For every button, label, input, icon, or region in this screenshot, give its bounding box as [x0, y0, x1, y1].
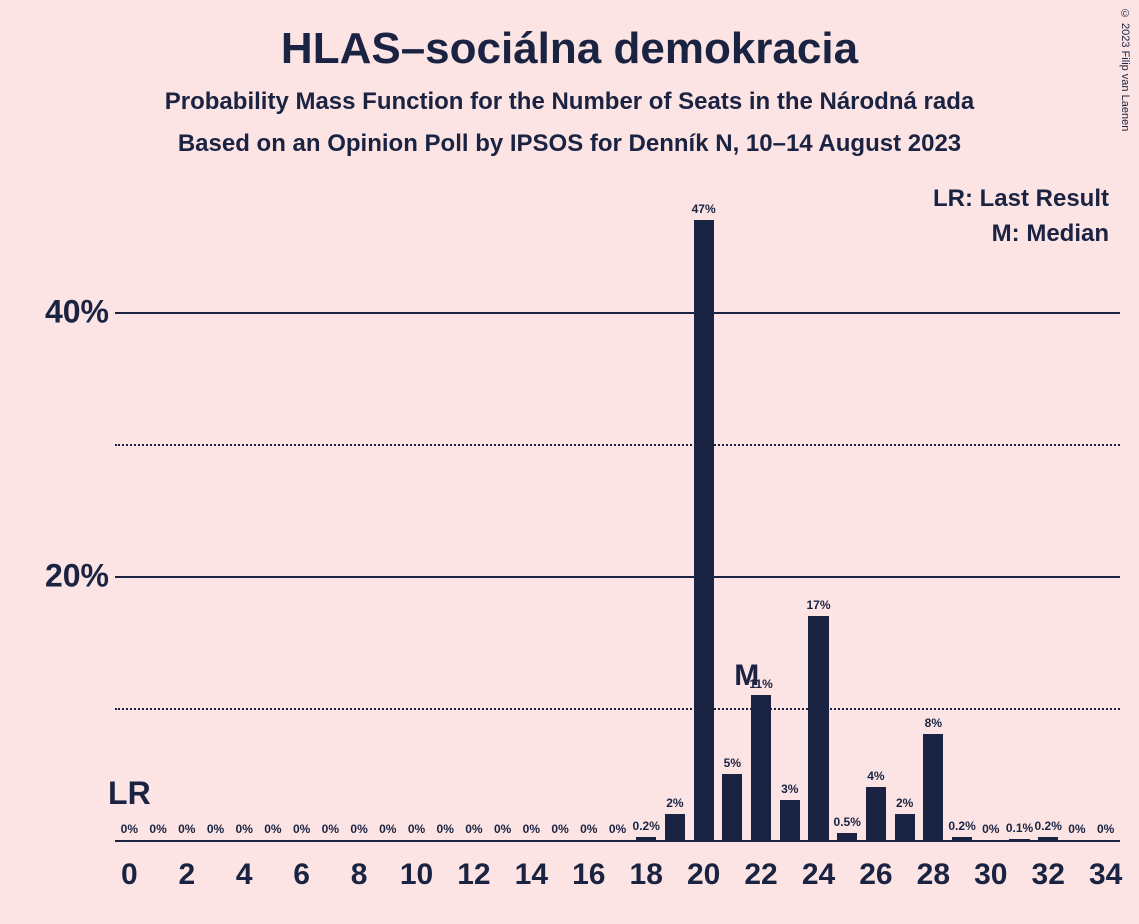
bar-value-label: 0.1% [1006, 821, 1033, 835]
bar [837, 833, 857, 840]
bar-value-label: 5% [724, 756, 741, 770]
x-axis-label: 4 [236, 858, 253, 892]
x-axis-label: 6 [293, 858, 310, 892]
gridline [115, 576, 1120, 578]
bar [866, 787, 886, 840]
x-axis-label: 18 [630, 858, 663, 892]
bar-value-label: 0% [465, 822, 482, 836]
y-axis-label: 20% [45, 558, 109, 595]
x-axis-label: 22 [744, 858, 777, 892]
bar-value-label: 0% [178, 822, 195, 836]
bar-value-label: 0.2% [948, 819, 975, 833]
bar [751, 695, 771, 840]
bar-value-label: 0% [350, 822, 367, 836]
chart-title: HLAS–sociálna demokracia [0, 0, 1139, 74]
x-axis-label: 32 [1032, 858, 1065, 892]
gridline [115, 708, 1120, 710]
bar [1009, 839, 1029, 840]
x-axis-label: 14 [515, 858, 548, 892]
copyright-text: © 2023 Filip van Laenen [1119, 8, 1131, 131]
x-axis-label: 2 [178, 858, 195, 892]
bar-value-label: 2% [666, 796, 683, 810]
bar-value-label: 0.2% [633, 819, 660, 833]
bar-value-label: 0% [609, 822, 626, 836]
bar-value-label: 0% [293, 822, 310, 836]
bar-value-label: 0% [121, 822, 138, 836]
x-axis-label: 30 [974, 858, 1007, 892]
bar [1038, 837, 1058, 840]
bar [952, 837, 972, 840]
bar [808, 616, 828, 840]
gridline [115, 312, 1120, 314]
x-axis-label: 20 [687, 858, 720, 892]
bar-value-label: 0% [1097, 822, 1114, 836]
bar-value-label: 0.2% [1035, 819, 1062, 833]
bar-value-label: 8% [925, 716, 942, 730]
x-axis-label: 12 [457, 858, 490, 892]
bar-value-label: 0% [264, 822, 281, 836]
x-axis-label: 24 [802, 858, 835, 892]
bar-value-label: 0% [236, 822, 253, 836]
chart-plot-area: 0% 0% 0% 0% 0% 0% 0% 0% 0% 0% 0% 0% 0% 0% 0% 0% 0% 0% 0.2%… [115, 180, 1120, 840]
bar-value-label: 17% [806, 598, 830, 612]
bar-value-label: 0% [523, 822, 540, 836]
bar-value-label: 0% [379, 822, 396, 836]
chart-subtitle-2: Based on an Opinion Poll by IPSOS for De… [0, 130, 1139, 158]
bar-value-label: 4% [867, 769, 884, 783]
chart-subtitle-1: Probability Mass Function for the Number… [0, 88, 1139, 116]
bar-value-label: 0% [1068, 822, 1085, 836]
bar-value-label: 0% [207, 822, 224, 836]
x-axis-label: 10 [400, 858, 433, 892]
bar-value-label: 0% [551, 822, 568, 836]
bar [923, 734, 943, 840]
gridline [115, 444, 1120, 446]
bar [780, 800, 800, 840]
bar-value-label: 2% [896, 796, 913, 810]
bar-value-label: 0% [149, 822, 166, 836]
bar [665, 814, 685, 840]
bar [694, 220, 714, 840]
bar [722, 774, 742, 840]
bar-value-label: 47% [692, 202, 716, 216]
bar-value-label: 0% [494, 822, 511, 836]
bar-value-label: 0% [982, 822, 999, 836]
x-axis-line [115, 840, 1120, 842]
bar-value-label: 0% [408, 822, 425, 836]
x-axis-label: 0 [121, 858, 138, 892]
bar [895, 814, 915, 840]
bar-value-label: 0% [322, 822, 339, 836]
y-axis-label: 40% [45, 294, 109, 331]
bar-value-label: 0% [580, 822, 597, 836]
marker-median: M [734, 659, 759, 693]
x-axis-label: 26 [859, 858, 892, 892]
bar [636, 837, 656, 840]
x-axis-label: 34 [1089, 858, 1122, 892]
bar-value-label: 3% [781, 782, 798, 796]
bar-value-label: 0% [437, 822, 454, 836]
x-axis-label: 8 [351, 858, 368, 892]
marker-lr: LR [108, 775, 151, 812]
x-axis-label: 16 [572, 858, 605, 892]
bar-value-label: 0.5% [834, 815, 861, 829]
x-axis-label: 28 [917, 858, 950, 892]
